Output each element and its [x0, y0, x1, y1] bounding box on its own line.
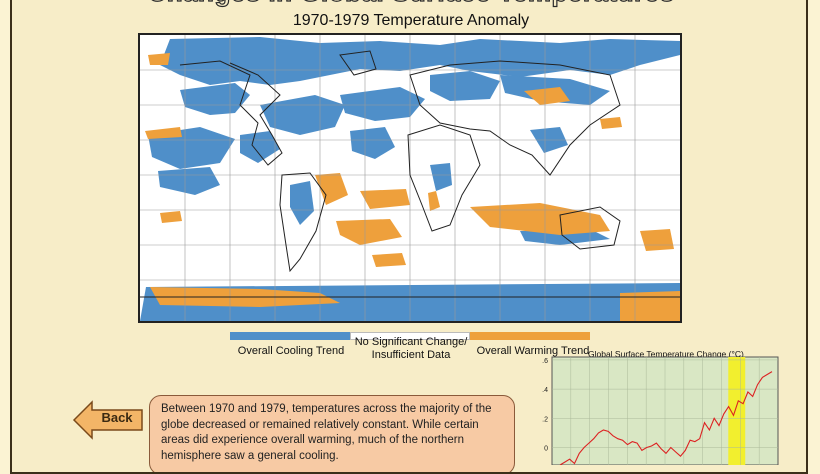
legend-cooling-label: Overall Cooling Trend	[237, 345, 345, 357]
europe-cooling	[430, 71, 500, 101]
back-button[interactable]: Back	[72, 400, 144, 440]
pacific-warming-west	[145, 127, 182, 139]
greenland-outline	[339, 50, 377, 76]
temperature-anomaly-map	[138, 33, 682, 323]
legend-no-change-swatch	[350, 332, 470, 340]
atlantic-warming-mid	[360, 189, 410, 209]
asia-warming-north	[524, 87, 570, 105]
south-atlantic-warming-2	[336, 219, 402, 245]
chart-highlight-band	[728, 357, 746, 465]
eurasia-outline	[409, 60, 621, 176]
africa-cooling	[430, 163, 452, 191]
legend-cooling-swatch	[230, 332, 350, 340]
temperature-change-chart: .6 .4 .2 0	[532, 355, 782, 466]
south-atlantic-warming-3	[372, 253, 406, 267]
canada-cooling	[180, 83, 250, 115]
north-atlantic-cooling	[340, 87, 425, 121]
arctic-cooling-band	[160, 37, 680, 85]
south-america-outline	[279, 172, 327, 273]
chart-y-tick-label: .6	[542, 358, 548, 365]
chart-series-line	[559, 371, 773, 466]
east-pacific-cooling	[158, 167, 220, 195]
indian-ocean-warming	[470, 203, 610, 235]
south-america-cooling	[290, 181, 314, 225]
description-box: Between 1970 and 1979, temperatures acro…	[149, 395, 515, 472]
chart-y-tick-label: .2	[542, 416, 548, 423]
back-button-label: Back	[101, 410, 133, 425]
atlantic-cooling	[350, 127, 395, 159]
legend-no-change-label: No Significant Change/ Insufficient Data	[354, 336, 468, 361]
alaska-warming	[148, 53, 170, 65]
warming-regions	[145, 53, 680, 321]
legend-warming-swatch	[470, 332, 590, 340]
chart-y-tick-label: 0	[544, 445, 548, 452]
antarctic-warming	[620, 291, 680, 321]
page-title: Changes in Global Surface Temperatures	[12, 0, 806, 8]
content-frame: Changes in Global Surface Temperatures 1…	[10, 0, 808, 474]
map-graphic	[140, 35, 680, 321]
us-cooling	[240, 131, 280, 163]
south-atlantic-warming	[315, 173, 348, 205]
page-subtitle: 1970-1979 Temperature Anomaly	[292, 12, 530, 29]
africa-warming	[428, 191, 440, 211]
pacific-warming-small	[600, 117, 622, 129]
pacific-warming-small-2	[160, 211, 182, 223]
chart-title: Global Surface Temperature Change (°C)	[588, 349, 744, 359]
pacific-warming-east	[640, 229, 674, 251]
back-arrow-icon	[72, 400, 143, 440]
north-america-outline	[179, 60, 283, 166]
africa-outline	[407, 124, 481, 232]
chart-y-tick-label: .4	[542, 387, 548, 394]
australia-outline	[559, 206, 621, 250]
legend-warming-label: Overall Warming Trend	[476, 345, 590, 357]
continent-outlines	[140, 50, 680, 298]
chart-svg: .6 .4 .2 0	[542, 356, 779, 466]
